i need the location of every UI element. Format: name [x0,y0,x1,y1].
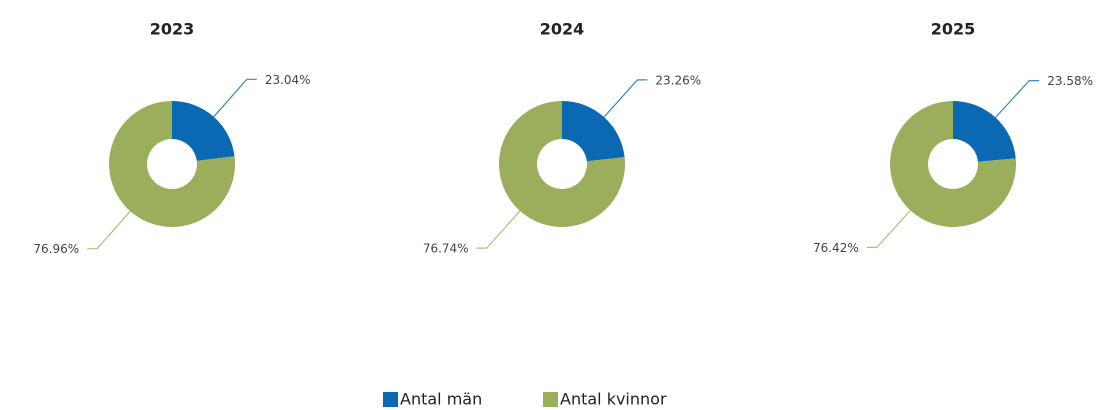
chart-title: 2025 [931,20,976,39]
donut-slice [172,101,235,161]
leader-line [995,80,1040,118]
legend-swatch [543,392,558,407]
leader-line [866,210,911,248]
legend-label: Antal kvinnor [560,390,667,409]
leader-line [603,79,648,118]
leader-line [476,210,521,249]
donut-slice [890,101,1016,227]
donut-slice [562,101,625,162]
donut-slice [109,101,235,228]
data-label: 23.58% [1047,74,1093,88]
chart-title: 2023 [150,20,195,39]
data-label: 23.04% [265,73,311,87]
donut-slice [953,101,1016,162]
data-label: 76.74% [423,242,469,256]
data-label: 76.42% [813,241,859,255]
data-label: 76.96% [33,242,79,256]
data-label: 23.26% [655,73,701,87]
legend-swatch [383,392,398,407]
leader-line [87,210,131,250]
legend-label: Antal män [400,390,482,409]
leader-line [213,78,257,118]
donut-slice [499,101,626,227]
chart-title: 2024 [540,20,585,39]
